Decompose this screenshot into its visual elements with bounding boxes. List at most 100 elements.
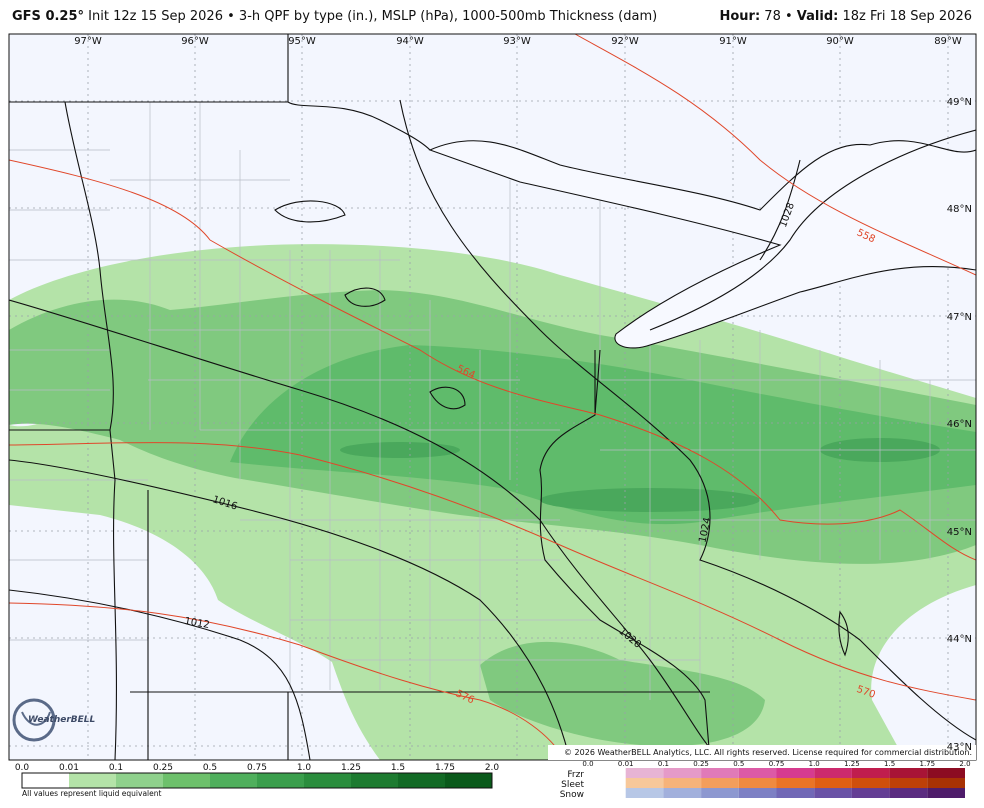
mixed-tick-label: 1.75 [920,760,936,768]
mixed-tick-label: 1.5 [884,760,895,768]
longitude-label: 92°W [611,36,639,47]
latitude-label: 46°N [947,419,972,430]
mixed-swatch [625,778,664,788]
mixed-tick-label: 0.0 [582,760,593,768]
mixed-swatch [889,768,928,778]
separator: • [784,9,793,24]
rain-tick-label: 0.25 [153,763,173,773]
latitude-label: 49°N [947,97,972,108]
mixed-swatch [738,768,777,778]
mixed-swatch [625,788,664,798]
legend-note: All values represent liquid equivalent [22,789,161,798]
mixed-swatch [738,778,777,788]
rain-tick-label: 0.75 [247,763,267,773]
border [9,429,710,760]
logo-swirl [21,711,51,726]
precip-type-label: Sleet [561,780,584,790]
logo-text: WeatherBELL [28,715,96,725]
mixed-tick-label: 2.0 [959,760,970,768]
mixed-tick-label: 0.5 [733,760,744,768]
valid: 18z Fri 18 Sep 2026 [842,9,972,24]
mixed-tick-label: 0.1 [658,760,669,768]
mixed-swatch [814,778,852,788]
longitude-label: 93°W [503,36,531,47]
rain-swatch [69,773,116,788]
mixed-tick-label: 0.25 [693,760,709,768]
mixed-swatch [776,778,815,788]
isobar [649,129,976,331]
longitude-label: 94°W [396,36,424,47]
mixed-tick-label: 1.0 [809,760,820,768]
rain-tick-label: 0.01 [59,763,79,773]
mixed-swatch [701,768,739,778]
rain-swatch [445,773,492,788]
separator: • [227,9,235,24]
thickness-lines [9,34,976,760]
map-layers [9,34,976,760]
longitude-label: 96°W [181,36,209,47]
mixed-swatch [738,788,777,798]
header-left: GFS 0.25° Init 12z 15 Sep 2026 • 3-h QPF… [12,9,657,24]
county-line [9,102,976,700]
border [64,101,117,760]
rain-swatch [22,773,69,788]
lake-superior [428,140,976,349]
rain-tick-label: 2.0 [485,763,500,773]
rain-swatch [398,773,445,788]
isobar [399,99,976,741]
rain-tick-label: 0.0 [15,763,30,773]
copyright-box [548,745,976,760]
mixed-swatch [927,788,965,798]
isobar [9,589,311,760]
mixed-swatch [663,768,702,778]
precip-type-label: Frzr [567,770,584,780]
mixed-swatch [776,788,815,798]
valid-label: Valid: [796,9,839,24]
rain-swatch [257,773,304,788]
border [594,159,801,415]
rain-tick-label: 0.5 [203,763,217,773]
mixed-swatch [814,788,852,798]
mixed-swatch [851,768,890,778]
rain-tick-label: 1.75 [435,763,455,773]
mixed-swatch [625,768,664,778]
longitude-label: 91°W [719,36,747,47]
logo-swirl [12,698,56,742]
header: GFS 0.25° Init 12z 15 Sep 2026 • 3-h QPF… [0,0,984,34]
rain-tick-label: 1.0 [297,763,312,773]
latitude-label: 47°N [947,312,972,323]
latitude-label: 48°N [947,204,972,215]
model: GFS 0.25° [12,9,85,24]
mixed-swatch [663,788,702,798]
thickness-line [9,602,566,760]
mixed-tick-label: 0.75 [769,760,785,768]
thickness-line [9,159,976,561]
isobar [9,459,571,760]
border [9,34,431,151]
latitude-label: 44°N [947,634,972,645]
borders [9,34,849,760]
mixed-swatch [663,778,702,788]
mixed-swatch [851,788,890,798]
mixed-swatch [927,768,965,778]
isobar-label: 1012 [183,616,210,631]
thickness-line [9,442,976,701]
logo [12,698,56,742]
product: 3-h QPF by type (in.), MSLP (hPa), 1000-… [238,9,658,24]
isobar [9,299,721,760]
qpf-light-pocket [880,643,976,760]
qpf-heaviest [340,442,460,458]
mixed-swatch [814,768,852,778]
qpf-heavy [230,345,976,525]
precip-type-label: Snow [560,790,584,800]
isobars [9,99,976,760]
mixed-tick-label: 0.01 [618,760,634,768]
rain-tick-label: 1.5 [391,763,405,773]
rain-frame [21,772,493,789]
rain-tick-label: 1.25 [341,763,361,773]
copyright: © 2026 WeatherBELL Analytics, LLC. All r… [564,748,972,757]
latitude-label: 43°N [947,742,972,753]
hour: 78 [764,9,781,24]
